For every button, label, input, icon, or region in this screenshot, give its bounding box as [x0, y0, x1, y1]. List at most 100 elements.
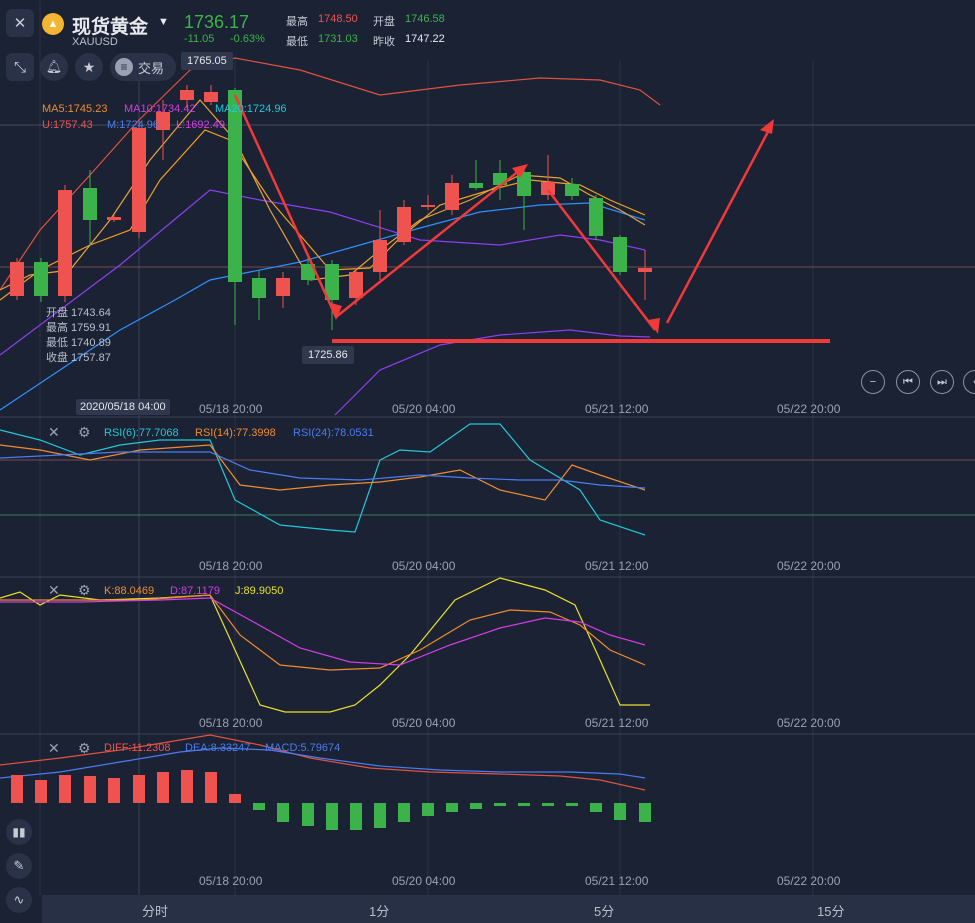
low-label: 最低	[286, 36, 308, 48]
macd-bar	[326, 803, 338, 830]
time-label: 05/22 20:00	[777, 716, 841, 730]
time-label: 05/22 20:00	[777, 402, 841, 416]
macd-close-icon[interactable]: ✕	[48, 740, 60, 756]
trade-button[interactable]: ≡ 交易	[110, 53, 176, 81]
macd-diff-label: DIFF:11.2308	[104, 742, 171, 754]
candle-body	[132, 128, 146, 232]
price-change-pct: -0.63%	[230, 33, 265, 45]
macd-bar	[253, 803, 265, 810]
macd-bar	[494, 803, 506, 806]
candle-body	[445, 183, 459, 210]
ohlc-high: 最高 1759.91	[46, 322, 111, 334]
macd-bar	[205, 772, 217, 803]
rsi-close-icon[interactable]: ✕	[48, 424, 60, 440]
draw-button[interactable]: ✎	[6, 853, 32, 879]
time-label: 05/22 20:00	[777, 559, 841, 573]
macd-dea-label: DEA:8.33247	[185, 742, 251, 754]
macd-bar	[277, 803, 289, 822]
macd-bar	[518, 803, 530, 806]
macd-bar	[229, 794, 241, 803]
candle-body	[613, 237, 627, 272]
candle-body	[469, 183, 483, 188]
close-button[interactable]: ✕	[6, 9, 34, 37]
macd-bar	[374, 803, 386, 828]
candle-button[interactable]: ▮▮	[6, 819, 32, 845]
ma5-label: MA5:1745.23	[42, 103, 108, 115]
first-icon: ⏮	[903, 375, 913, 388]
logo-icon: ▲	[42, 13, 64, 35]
period-tab-1min[interactable]: 1分	[369, 904, 390, 919]
kdj-settings-icon[interactable]: ⚙	[78, 582, 91, 598]
time-label: 05/18 20:00	[199, 559, 263, 573]
candle-body	[349, 272, 363, 298]
time-label: 05/20 04:00	[392, 559, 456, 573]
indicator-button[interactable]: ∿	[6, 887, 32, 913]
macd-bar	[108, 778, 120, 803]
candle-body	[517, 172, 531, 196]
open-label: 开盘	[373, 16, 395, 28]
favorite-button[interactable]: ★	[75, 53, 103, 81]
prev-icon: ‹	[973, 376, 975, 388]
time-label: 05/20 04:00	[392, 716, 456, 730]
indicator-icon: ∿	[13, 892, 25, 907]
candle-body	[638, 268, 652, 272]
macd-bar	[422, 803, 434, 816]
instrument-symbol: XAUUSD	[72, 36, 118, 48]
macd-bar	[11, 775, 23, 803]
macd-bar	[398, 803, 410, 822]
time-label: 05/21 12:00	[585, 716, 649, 730]
macd-bar	[639, 803, 651, 822]
macd-bar	[446, 803, 458, 812]
candle-body	[373, 240, 387, 272]
candle-body	[565, 184, 579, 196]
expand-button[interactable]: ⤡	[6, 53, 34, 81]
candle-body	[541, 182, 555, 195]
low-price-tag: 1725.86	[302, 346, 354, 364]
candle-body	[397, 207, 411, 242]
low-value: 1731.03	[318, 33, 358, 45]
zoom-out-button[interactable]: −	[861, 370, 885, 394]
first-button[interactable]: ⏮	[896, 370, 920, 394]
prev-label: 昨收	[373, 36, 395, 48]
candle-body	[107, 217, 121, 220]
time-label: 05/21 12:00	[585, 874, 649, 888]
kdj-d-label: D:87.1179	[170, 585, 220, 597]
high-label: 最高	[286, 16, 308, 28]
macd-settings-icon[interactable]: ⚙	[78, 740, 91, 756]
ma20-label: MA20:1724.96	[215, 103, 287, 115]
kdj-close-icon[interactable]: ✕	[48, 582, 60, 598]
candle-body	[421, 205, 435, 207]
macd-bar	[133, 775, 145, 803]
period-tab-5min[interactable]: 5分	[594, 904, 615, 919]
trade-icon: ≡	[115, 58, 133, 76]
dropdown-icon[interactable]: ▼	[158, 16, 169, 28]
expand-icon: ⤡	[13, 58, 26, 76]
macd-bar	[470, 803, 482, 809]
bell-button[interactable]: 🔔︎	[40, 53, 68, 81]
candle-body	[276, 278, 290, 296]
boll-mid-label: M:1724.96	[107, 119, 159, 131]
time-label: 05/21 12:00	[585, 402, 649, 416]
macd-bar	[542, 803, 554, 806]
time-label: 05/18 20:00	[199, 874, 263, 888]
instrument-title[interactable]: 现货黄金	[72, 17, 149, 38]
rsi-settings-icon[interactable]: ⚙	[78, 424, 91, 440]
macd-value-label: MACD:5.79674	[265, 742, 341, 754]
ma10-label: MA10:1734.42	[124, 103, 196, 115]
candle-body	[58, 190, 72, 296]
macd-bar	[614, 803, 626, 820]
period-tab-15min[interactable]: 15分	[817, 904, 845, 919]
last-button[interactable]: ⏭	[930, 370, 954, 394]
time-label: 05/20 04:00	[392, 874, 456, 888]
candle-body	[204, 92, 218, 102]
candle-body	[325, 264, 339, 300]
macd-bar	[59, 775, 71, 803]
rsi6-label: RSI(6):77.7068	[104, 427, 179, 439]
boll-lower-label: L:1692.49	[176, 119, 225, 131]
candle-body	[83, 188, 97, 220]
period-tab-timeshare[interactable]: 分时	[142, 904, 169, 919]
rsi24-label: RSI(24):78.0531	[293, 427, 374, 439]
ohlc-low: 最低 1740.89	[46, 337, 111, 349]
time-label: 05/22 20:00	[777, 874, 841, 888]
